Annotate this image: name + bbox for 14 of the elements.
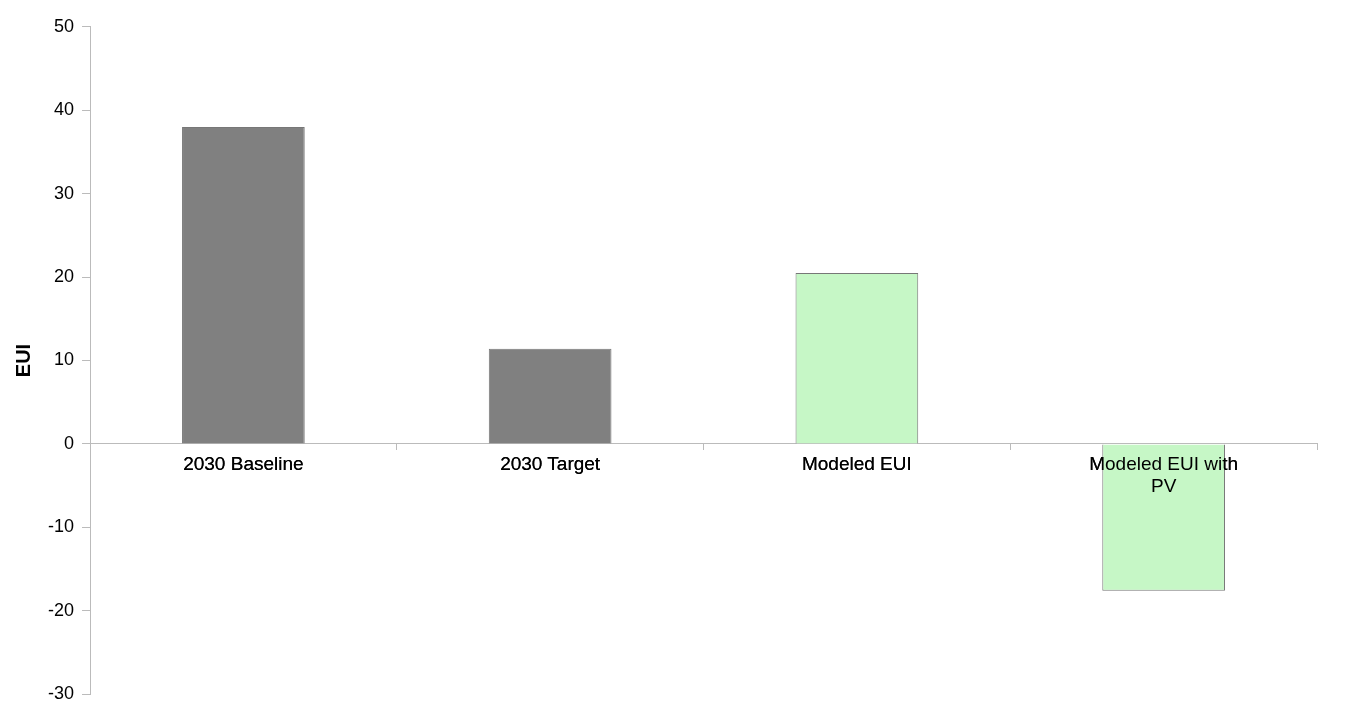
y-tick-label: -30 [48, 683, 75, 704]
y-tick-label: -10 [48, 516, 75, 537]
y-tick-label: -20 [48, 599, 75, 620]
x-tick-label: Modeled EUI [801, 452, 912, 474]
y-tick-label: 30 [53, 182, 75, 203]
y-tick-label: 20 [53, 266, 75, 287]
x-tick-label: 2030 Baseline [183, 452, 304, 474]
y-tick-label: 10 [53, 349, 75, 370]
y-tick-label: 50 [53, 15, 75, 36]
x-tick-label: 2030 Target [500, 452, 601, 474]
y-tick-label: 0 [64, 432, 75, 453]
x-tick-label: Modeled EUI with PV [1089, 452, 1239, 497]
y-axis-title: EUI [11, 343, 34, 378]
y-tick-label: 40 [53, 99, 75, 120]
